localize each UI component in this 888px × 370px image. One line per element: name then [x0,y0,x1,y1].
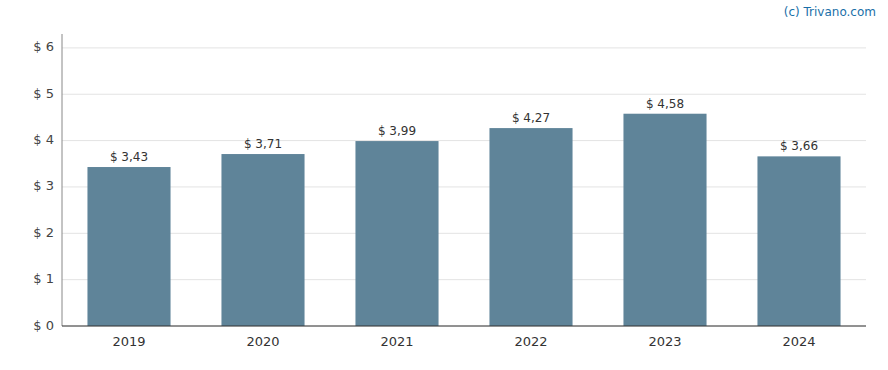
y-tick-label: $ 2 [33,225,54,240]
bar [757,156,840,326]
y-axis-line [62,34,63,326]
x-tick-label: 2021 [380,334,413,349]
data-label: $ 3,99 [378,124,416,138]
grid-line [62,94,866,95]
bars [87,114,840,326]
watermark: (c) Trivano.com [784,5,876,19]
grid-line [62,326,866,327]
bar [489,128,572,326]
grid-line [62,140,866,141]
x-tick-label: 2020 [246,334,279,349]
data-label: $ 3,66 [780,139,818,153]
chart-container: $ 0 $ 1 $ 2 $ 3 $ 4 $ 5 $ 6 2019 2020 2021 2022 202… [0,0,888,370]
grid-line [62,233,866,234]
x-tick-label: 2022 [514,334,547,349]
grid [62,48,866,326]
x-axis-line [62,326,866,327]
data-label: $ 4,58 [646,97,684,111]
y-tick-label: $ 3 [33,178,54,193]
grid-line [62,279,866,280]
y-tick-label: $ 4 [33,132,54,147]
x-tick-label: 2019 [112,334,145,349]
bar [221,154,304,326]
y-tick-label: $ 5 [33,86,54,101]
y-tick-label: $ 1 [33,271,54,286]
data-label: $ 4,27 [512,111,550,125]
grid-line [62,186,866,187]
data-label: $ 3,43 [110,150,148,164]
bar [355,141,438,326]
x-tick-label: 2024 [782,334,815,349]
y-tick-label: $ 0 [33,318,54,333]
x-tick-label: 2023 [648,334,681,349]
y-tick-label: $ 6 [33,39,54,54]
chart-svg: $ 0 $ 1 $ 2 $ 3 $ 4 $ 5 $ 6 2019 2020 2021 2022 202… [0,0,888,370]
bar [623,114,706,326]
grid-line [62,47,866,48]
bar [87,167,170,326]
data-label: $ 3,71 [244,137,282,151]
